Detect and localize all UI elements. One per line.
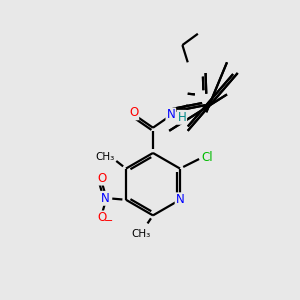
Text: O: O	[98, 212, 107, 224]
Text: O: O	[129, 106, 138, 119]
Text: N: N	[167, 108, 175, 122]
Text: −: −	[104, 216, 113, 226]
Text: Cl: Cl	[201, 151, 213, 164]
Text: O: O	[98, 172, 107, 184]
Text: H: H	[177, 111, 186, 124]
Text: CH₃: CH₃	[95, 152, 114, 162]
Text: CH₃: CH₃	[131, 229, 151, 239]
Text: N: N	[176, 193, 184, 206]
Text: N: N	[101, 192, 110, 205]
